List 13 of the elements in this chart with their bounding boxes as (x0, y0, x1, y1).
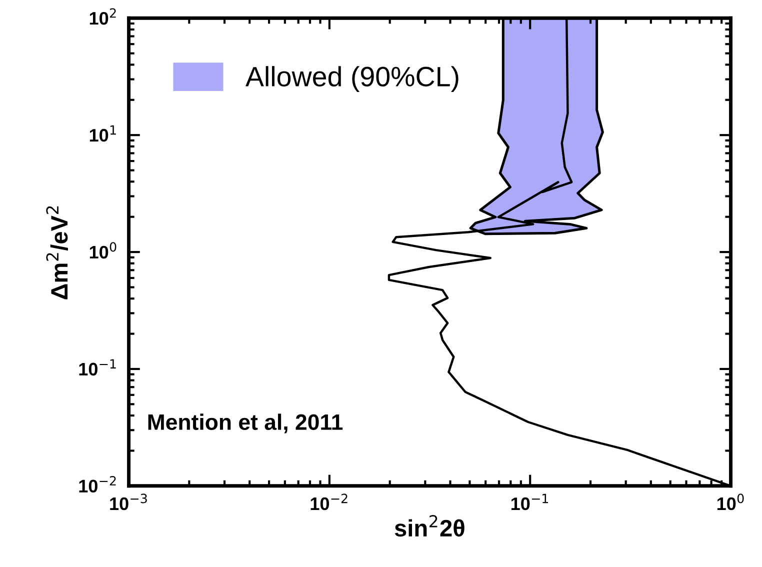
x-tick-label: 10$^{−2}$ (310, 494, 348, 510)
annotation: Mention et al, 2011 (148, 414, 343, 434)
y-tick-label: 10$^{−1}$ (79, 359, 116, 376)
x-tick-label: 10$^{−1}$ (511, 494, 548, 510)
y-tick-label: 10$^{0}$ (90, 242, 116, 259)
y-tick-label: 10$^{2}$ (90, 8, 116, 25)
y-tick-label: 10$^{−2}$ (79, 476, 116, 492)
x-axis-title: sin$^{2}$2θ (394, 515, 464, 537)
x-tick-label: 10$^{0}$ (717, 494, 744, 510)
x-tick-label: 10$^{−3}$ (110, 494, 147, 510)
y-axis-title: Δm$^{2}$/eV$^{2}$ (46, 206, 68, 300)
legend-label: Allowed (90%CL) (246, 66, 458, 92)
y-tick-label: 10$^{1}$ (90, 125, 116, 142)
